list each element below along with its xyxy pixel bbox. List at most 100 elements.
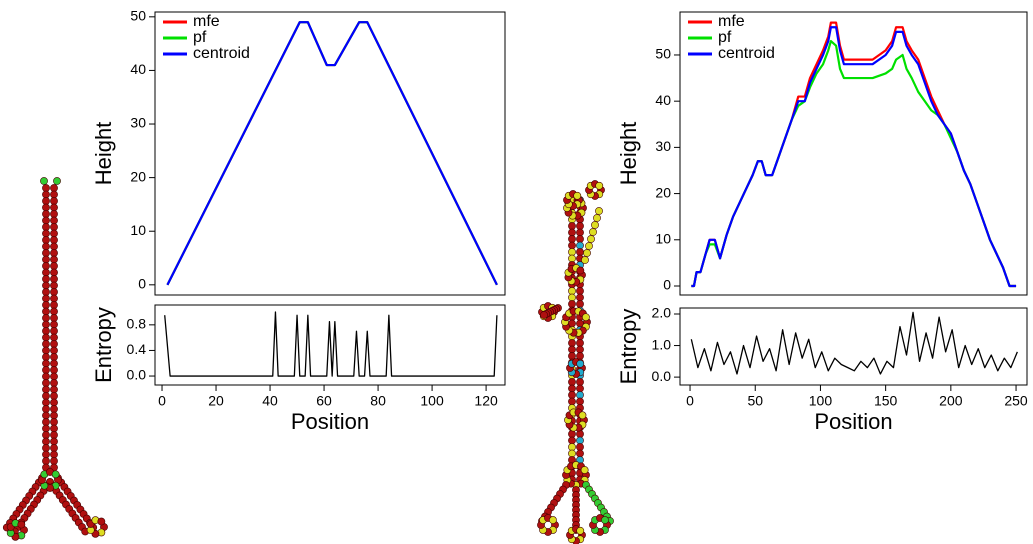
nucleotide	[50, 379, 58, 387]
nucleotide	[50, 294, 58, 303]
nucleotide	[580, 466, 589, 474]
nucleotide	[581, 256, 589, 264]
nucleotide	[42, 398, 50, 407]
nucleotide	[42, 281, 50, 290]
nucleotide	[576, 436, 584, 445]
nucleotide	[51, 470, 60, 479]
legend-label: centroid	[193, 45, 250, 62]
nucleotide	[50, 405, 58, 413]
nucleotide	[42, 418, 50, 426]
x-tick-label: 100	[420, 393, 444, 409]
x-tick-label: 20	[208, 393, 224, 409]
nucleotide	[568, 384, 576, 393]
y-tick-label: 40	[655, 92, 671, 108]
x-axis-label: Position	[291, 409, 369, 434]
nucleotide	[593, 214, 601, 222]
plot-frame	[154, 11, 506, 296]
legend-label: mfe	[718, 13, 745, 30]
nucleotide	[42, 275, 50, 283]
nucleotide	[50, 229, 58, 238]
y-tick-label: 10	[655, 230, 671, 246]
nucleotide	[42, 372, 50, 381]
legend-label: centroid	[718, 45, 775, 62]
entropy-line	[164, 311, 498, 377]
nucleotide	[53, 177, 61, 185]
nucleotide	[601, 516, 609, 524]
nucleotide	[42, 288, 50, 296]
y-tick-label: 20	[130, 168, 146, 184]
nucleotide	[576, 266, 585, 275]
y-tick-label: 0	[663, 277, 671, 293]
nucleotide	[42, 268, 50, 277]
series-line	[166, 21, 498, 286]
nucleotide	[50, 262, 58, 270]
nucleotide	[50, 333, 58, 342]
nucleotide	[50, 281, 58, 290]
nucleotide	[42, 255, 50, 264]
nucleotide	[578, 411, 587, 420]
y-tick-label: 20	[655, 184, 671, 200]
nucleotide	[97, 517, 106, 526]
nucleotide	[42, 210, 50, 218]
nucleotide	[50, 197, 58, 205]
x-tick-label: 250	[1004, 393, 1028, 409]
nucleotide	[50, 392, 58, 400]
x-axis-label: Position	[814, 409, 892, 434]
nucleotide	[568, 300, 576, 308]
legend-label: mfe	[193, 13, 220, 30]
nucleotide	[568, 222, 576, 230]
nucleotide	[42, 249, 50, 257]
nucleotide	[42, 307, 50, 316]
nucleotide	[576, 300, 584, 308]
y-tick-label: 40	[130, 61, 146, 77]
nucleotide	[50, 444, 58, 452]
nucleotide	[42, 262, 50, 270]
x-tick-label: 40	[262, 393, 278, 409]
nucleotide	[50, 216, 58, 225]
nucleotide	[50, 236, 58, 244]
nucleotide	[568, 235, 576, 243]
nucleotide	[568, 391, 576, 399]
y-tick-label: 0.8	[127, 316, 147, 332]
nucleotide	[42, 327, 50, 335]
nucleotide	[576, 449, 584, 458]
x-tick-label: 150	[874, 393, 898, 409]
nucleotide	[568, 241, 576, 250]
entropy-line	[690, 311, 1018, 375]
nucleotide	[568, 436, 576, 445]
legend-label: pf	[193, 29, 207, 46]
nucleotide	[42, 236, 50, 244]
nucleotide	[42, 333, 50, 342]
nucleotide	[50, 359, 58, 368]
x-tick-label: 120	[474, 393, 498, 409]
nucleotide	[50, 275, 58, 283]
nucleotide	[50, 437, 58, 446]
nucleotide	[50, 372, 58, 381]
nucleotide	[42, 229, 50, 238]
nucleotide	[568, 228, 576, 237]
nucleotide	[50, 457, 58, 465]
y-tick-label: 10	[130, 222, 146, 238]
nucleotide	[50, 255, 58, 264]
plot-frame	[154, 304, 506, 386]
nucleotide	[50, 249, 58, 257]
nucleotide	[595, 181, 604, 190]
x-tick-label: 80	[370, 393, 386, 409]
nucleotide	[576, 397, 584, 406]
nucleotide	[50, 418, 58, 426]
nucleotide	[576, 287, 584, 295]
nucleotide	[50, 327, 58, 335]
nucleotide	[50, 424, 58, 433]
y-tick-label: 0.4	[127, 341, 147, 357]
nucleotide	[42, 450, 50, 459]
y-axis-label: Entropy	[91, 307, 116, 383]
nucleotide	[576, 345, 584, 354]
x-tick-label: 50	[747, 393, 763, 409]
nucleotide	[576, 430, 584, 438]
nucleotide	[576, 235, 584, 243]
nucleotide	[40, 177, 48, 185]
nucleotide	[42, 184, 50, 192]
nucleotide	[42, 197, 50, 205]
nucleotide	[576, 384, 584, 393]
nucleotide	[50, 242, 58, 251]
